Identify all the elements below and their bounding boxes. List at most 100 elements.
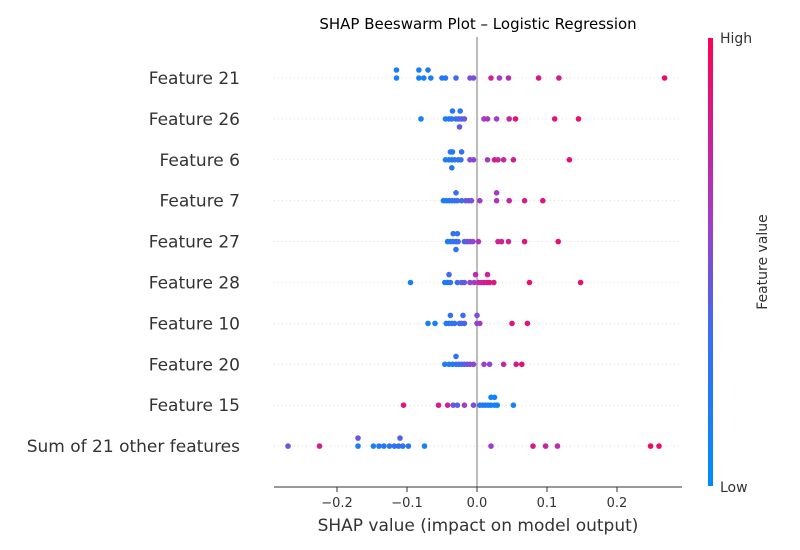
- data-point: [496, 75, 503, 81]
- data-point: [542, 443, 549, 449]
- data-point: [450, 402, 457, 409]
- data-point: [454, 402, 461, 409]
- data-point: [458, 197, 465, 204]
- data-point: [451, 320, 458, 327]
- data-point: [453, 353, 459, 360]
- data-point: [447, 312, 454, 319]
- data-point: [457, 108, 464, 114]
- data-point: [425, 320, 431, 327]
- data-point: [449, 108, 456, 114]
- data-point: [381, 443, 387, 449]
- data-point: [486, 361, 493, 368]
- data-point: [446, 271, 452, 278]
- colorbar-low-label: Low: [720, 480, 748, 496]
- data-point: [472, 271, 479, 278]
- data-point: [481, 361, 487, 368]
- colorbar-title: Feature value: [755, 214, 771, 310]
- data-point: [506, 116, 512, 122]
- data-point: [458, 149, 465, 155]
- data-point: [454, 197, 461, 204]
- data-point: [416, 67, 422, 73]
- feature-label: Feature 27: [149, 233, 240, 253]
- data-point: [505, 238, 512, 245]
- data-point: [524, 320, 531, 327]
- data-point: [566, 157, 573, 163]
- data-point: [468, 197, 475, 204]
- x-axis-label: SHAP value (impact on model output): [318, 516, 639, 536]
- data-point: [418, 116, 424, 122]
- data-point: [526, 279, 533, 286]
- data-point: [453, 190, 459, 196]
- x-tick-label: −0.1: [391, 496, 423, 511]
- data-point: [506, 197, 512, 204]
- colorbar: [708, 38, 713, 486]
- data-point: [400, 443, 406, 449]
- data-point: [491, 394, 498, 401]
- data-point: [393, 75, 400, 81]
- x-axis-ticks: −0.2 −0.1 0.0 0.1 0.2: [321, 487, 627, 511]
- data-point: [470, 75, 477, 81]
- data-point: [488, 75, 494, 81]
- data-point: [475, 238, 482, 245]
- feature-label: Feature 10: [149, 314, 240, 334]
- data-point: [521, 197, 528, 204]
- data-point: [500, 157, 507, 163]
- data-point: [491, 279, 497, 286]
- feature-label: Feature 21: [149, 69, 240, 89]
- data-point: [421, 443, 428, 449]
- data-point: [467, 279, 473, 286]
- data-point: [316, 443, 323, 449]
- data-point: [391, 443, 398, 449]
- data-point: [493, 197, 500, 204]
- data-point: [442, 75, 449, 81]
- data-point: [461, 402, 468, 409]
- data-point: [458, 157, 464, 163]
- x-tick-label: −0.2: [321, 496, 353, 511]
- data-point: [577, 279, 584, 286]
- data-point: [456, 124, 463, 130]
- data-point: [470, 361, 477, 368]
- data-point: [453, 246, 459, 253]
- data-point: [477, 320, 483, 327]
- feature-label: Feature 7: [160, 192, 240, 212]
- data-point: [510, 402, 517, 409]
- colorbar-high-label: High: [720, 31, 752, 47]
- feature-label: Feature 6: [160, 151, 240, 171]
- data-point: [449, 149, 456, 155]
- data-point: [647, 443, 654, 449]
- data-point: [500, 361, 507, 368]
- data-point: [484, 116, 491, 122]
- data-point: [509, 320, 515, 327]
- data-point: [556, 75, 562, 81]
- data-point: [495, 157, 501, 163]
- data-point: [471, 279, 478, 286]
- data-point: [447, 279, 454, 286]
- data-point: [661, 75, 668, 81]
- data-point: [449, 165, 455, 171]
- data-point: [442, 361, 448, 368]
- feature-label: Feature 26: [149, 110, 240, 130]
- data-point: [493, 116, 500, 122]
- data-point: [484, 271, 491, 278]
- data-point: [555, 238, 561, 245]
- data-point: [449, 116, 455, 122]
- data-point: [421, 75, 427, 81]
- data-point: [450, 230, 457, 237]
- data-point: [355, 435, 361, 441]
- data-point: [461, 116, 468, 122]
- data-point: [355, 443, 361, 449]
- data-point: [493, 190, 500, 196]
- data-point: [551, 116, 558, 122]
- feature-label: Feature 20: [149, 355, 240, 375]
- data-point: [540, 197, 546, 204]
- data-point: [512, 116, 519, 122]
- data-point: [519, 361, 525, 368]
- data-point: [535, 75, 542, 81]
- data-point: [376, 443, 382, 449]
- data-point: [474, 312, 480, 319]
- data-point: [470, 402, 477, 409]
- data-point: [435, 402, 442, 409]
- data-point: [521, 238, 528, 245]
- data-point: [484, 157, 491, 163]
